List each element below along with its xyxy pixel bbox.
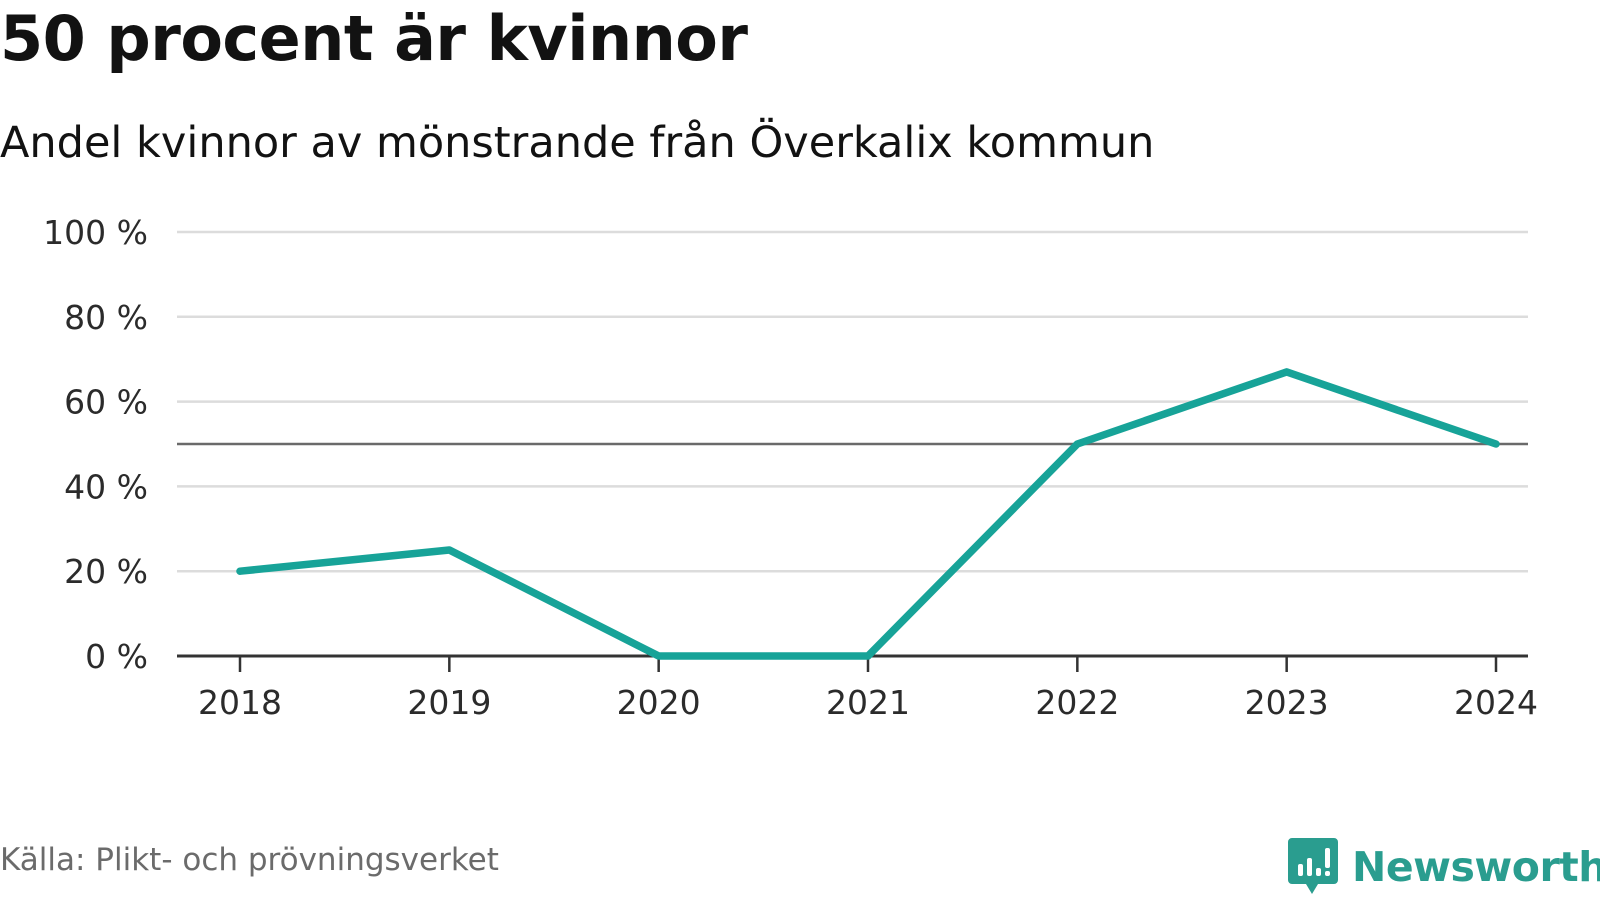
brand-name: Newsworthy xyxy=(1352,843,1600,891)
data-point xyxy=(655,652,663,660)
line-chart: 0 % 20 % 40 % 60 % 80 % 100 % 2018 2019 2020 202… xyxy=(43,213,1538,722)
data-point xyxy=(236,567,244,575)
x-axis-labels: 2018 2019 2020 2021 2022 2023 2024 xyxy=(198,683,1538,722)
x-tick-label: 2023 xyxy=(1245,683,1329,722)
data-point xyxy=(445,546,453,554)
data-point xyxy=(864,652,872,660)
x-tick-label: 2019 xyxy=(407,683,491,722)
y-tick-label: 0 % xyxy=(85,637,148,676)
source-note: Källa: Plikt- och prövningsverket xyxy=(0,842,499,878)
chart-subtitle: Andel kvinnor av mönstrande från Överkal… xyxy=(0,118,1155,168)
brand-logo: Newsworthy xyxy=(1288,838,1600,896)
x-tick-label: 2024 xyxy=(1454,683,1538,722)
x-tick-label: 2018 xyxy=(198,683,282,722)
series-layer xyxy=(236,368,1500,660)
y-tick-label: 100 % xyxy=(43,213,148,252)
y-tick-label: 40 % xyxy=(64,467,148,506)
data-point xyxy=(1492,440,1500,448)
x-tick-label: 2021 xyxy=(826,683,910,722)
y-tick-label: 20 % xyxy=(64,552,148,591)
y-tick-label: 80 % xyxy=(64,298,148,337)
x-tick-label: 2022 xyxy=(1035,683,1119,722)
chart-title: 50 procent är kvinnor xyxy=(0,2,748,75)
data-point xyxy=(1283,368,1291,376)
x-tick-label: 2020 xyxy=(617,683,701,722)
grid-lines xyxy=(177,230,1528,573)
data-point xyxy=(1073,440,1081,448)
chart-speech-bubble-icon xyxy=(1288,838,1338,894)
y-axis-labels: 0 % 20 % 40 % 60 % 80 % 100 % xyxy=(43,213,148,676)
series-line xyxy=(236,368,1500,660)
y-tick-label: 60 % xyxy=(64,383,148,422)
